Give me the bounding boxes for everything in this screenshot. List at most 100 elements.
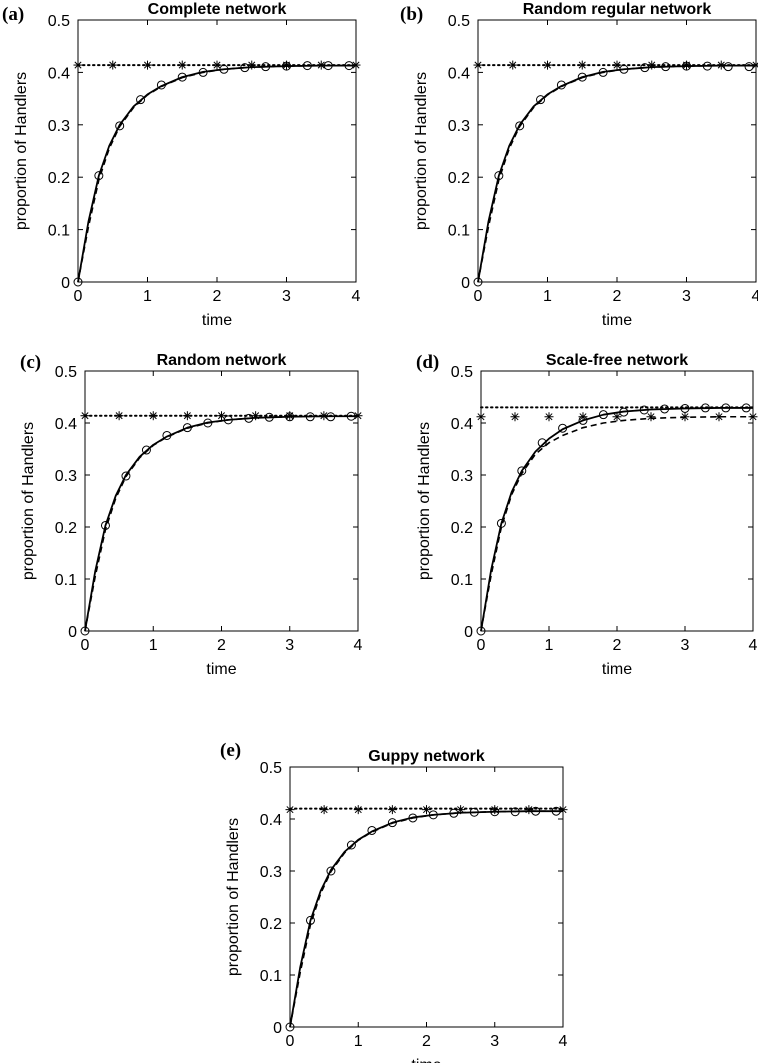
- star-marker: [282, 60, 291, 70]
- circle-marker: [326, 866, 336, 876]
- chart-panel: (d) Scale-free network 0 1 2 3 4 0 0.1 0.2 0.3 0.4 0…: [416, 352, 758, 678]
- star-stroke: [320, 806, 328, 814]
- circle-marker: [496, 518, 506, 528]
- star-stroke: [509, 61, 517, 69]
- y-tick-label: 0.3: [55, 468, 77, 485]
- axes-frame: [477, 19, 757, 283]
- star-stroke: [717, 61, 725, 69]
- circle-marker: [346, 840, 356, 850]
- y-tick-label: 0.2: [55, 520, 77, 537]
- circle-marker: [556, 80, 566, 90]
- y-tick-label: 0.3: [448, 118, 470, 135]
- star-marker: [114, 411, 124, 421]
- star-marker: [73, 60, 83, 70]
- circle-marker: [302, 61, 312, 71]
- chart-title: Scale-free network: [546, 352, 688, 369]
- star-marker: [748, 412, 758, 422]
- y-tick-label: 0.5: [260, 760, 282, 777]
- circle-marker: [515, 121, 525, 131]
- x-tick-label: 1: [143, 288, 152, 305]
- star-marker: [212, 60, 222, 70]
- star-marker: [456, 805, 466, 815]
- y-tick-label: 0.2: [451, 520, 473, 537]
- star-marker: [578, 412, 588, 422]
- star-stroke: [81, 412, 89, 420]
- y-axis-label: proportion of Handlers: [13, 72, 30, 230]
- circle-marker: [121, 471, 131, 481]
- y-tick-label: 0: [61, 275, 70, 292]
- star-stroke: [143, 61, 152, 69]
- star-stroke: [511, 413, 519, 421]
- circle-marker: [494, 171, 504, 181]
- star-stroke: [354, 806, 362, 814]
- x-tick-label: 4: [559, 1033, 568, 1050]
- axes-frame: [77, 19, 357, 283]
- x-tick-label: 3: [490, 1033, 499, 1050]
- y-axis-label: proportion of Handlers: [20, 422, 37, 580]
- x-tick-label: 0: [477, 637, 486, 654]
- x-axis-label: time: [602, 312, 632, 329]
- y-tick-label: 0.1: [451, 572, 473, 589]
- circle-marker: [80, 626, 90, 636]
- star-marker: [508, 60, 518, 70]
- circle-marker: [136, 95, 146, 105]
- circle-marker: [723, 62, 733, 72]
- circle-marker: [223, 415, 233, 425]
- y-axis-label: proportion of Handlers: [225, 818, 242, 976]
- panel-label: (b): [400, 4, 423, 25]
- star-marker: [682, 60, 691, 70]
- star-marker: [473, 60, 483, 70]
- panel-label: (d): [416, 352, 439, 373]
- circle-marker: [73, 277, 83, 287]
- y-tick-label: 0.2: [448, 170, 470, 187]
- y-tick-label: 0.4: [260, 812, 282, 829]
- circle-marker: [536, 95, 546, 105]
- star-marker: [680, 412, 690, 422]
- x-tick-label: 2: [217, 637, 226, 654]
- circle-marker: [741, 403, 751, 413]
- series-line-solid: [84, 415, 358, 632]
- panel-label: (c): [20, 352, 41, 373]
- circle-marker: [203, 418, 213, 428]
- star-stroke: [183, 412, 191, 420]
- y-axis-label: proportion of Handlers: [413, 72, 430, 230]
- x-tick-label: 2: [613, 637, 622, 654]
- chart-panel: (a) Complete network 0 1 2 3 4 0 0.1 0.2 0.3 0.4 0.5…: [2, 1, 361, 329]
- x-tick-label: 4: [752, 288, 758, 305]
- x-tick-label: 2: [613, 288, 622, 305]
- circle-marker: [387, 818, 397, 828]
- circle-marker: [721, 403, 731, 413]
- circle-marker: [219, 64, 229, 74]
- star-marker: [316, 60, 326, 70]
- series-line-dashed: [77, 64, 356, 283]
- panel-label: (a): [2, 4, 24, 25]
- star-marker: [319, 411, 329, 421]
- star-stroke: [648, 61, 656, 69]
- circle-marker: [177, 72, 187, 82]
- star-marker: [422, 805, 431, 815]
- star-stroke: [286, 412, 294, 420]
- star-stroke: [388, 806, 396, 814]
- star-stroke: [474, 61, 482, 69]
- x-tick-label: 0: [286, 1033, 295, 1050]
- circle-marker: [598, 67, 608, 77]
- star-marker: [108, 60, 118, 70]
- circle-marker: [551, 806, 561, 816]
- star-stroke: [320, 412, 328, 420]
- star-marker: [251, 411, 261, 421]
- circle-marker: [619, 407, 629, 417]
- circle-marker: [408, 813, 418, 823]
- star-marker: [217, 411, 226, 421]
- star-stroke: [545, 413, 553, 421]
- circle-marker: [305, 915, 315, 925]
- series-line-dashed: [477, 64, 756, 283]
- y-tick-label: 0.4: [48, 65, 70, 82]
- star-stroke: [252, 412, 260, 420]
- star-stroke: [491, 806, 499, 814]
- circle-marker: [326, 412, 336, 422]
- circle-marker: [344, 61, 354, 71]
- x-axis-label: time: [206, 661, 236, 678]
- chart-title: Complete network: [148, 1, 287, 18]
- y-tick-label: 0.5: [451, 364, 473, 381]
- star-stroke: [178, 61, 186, 69]
